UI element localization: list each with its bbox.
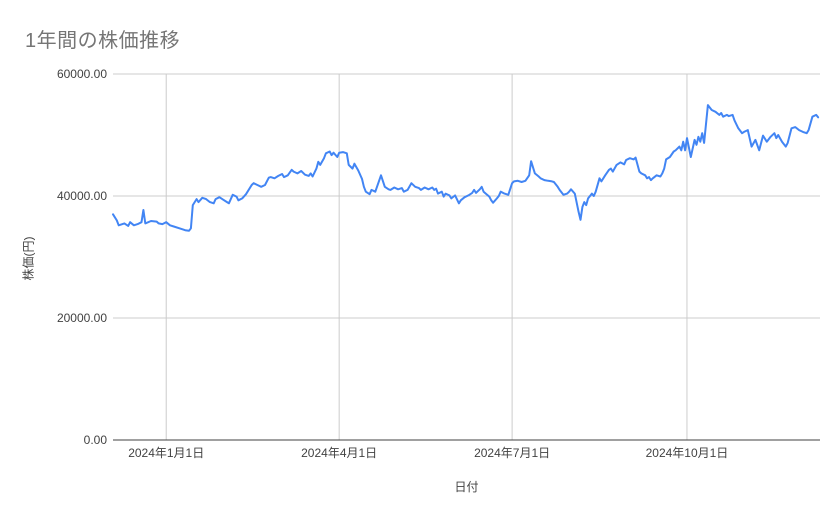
x-tick-label: 2024年4月1日 xyxy=(301,446,377,460)
y-tick-label: 20000.00 xyxy=(57,311,107,325)
x-tick-label: 2024年7月1日 xyxy=(474,446,550,460)
x-tick-label: 2024年10月1日 xyxy=(646,446,729,460)
chart-title: 1年間の株価推移 xyxy=(25,30,181,52)
price-line xyxy=(112,104,820,232)
y-tick-label: 40000.00 xyxy=(57,189,107,203)
x-tick-label: 2024年1月1日 xyxy=(128,446,204,460)
y-tick-label: 60000.00 xyxy=(57,67,107,81)
x-axis-title: 日付 xyxy=(454,480,479,494)
y-tick-label: 0.00 xyxy=(84,433,108,447)
y-axis-title: 株価(円) xyxy=(21,236,36,281)
